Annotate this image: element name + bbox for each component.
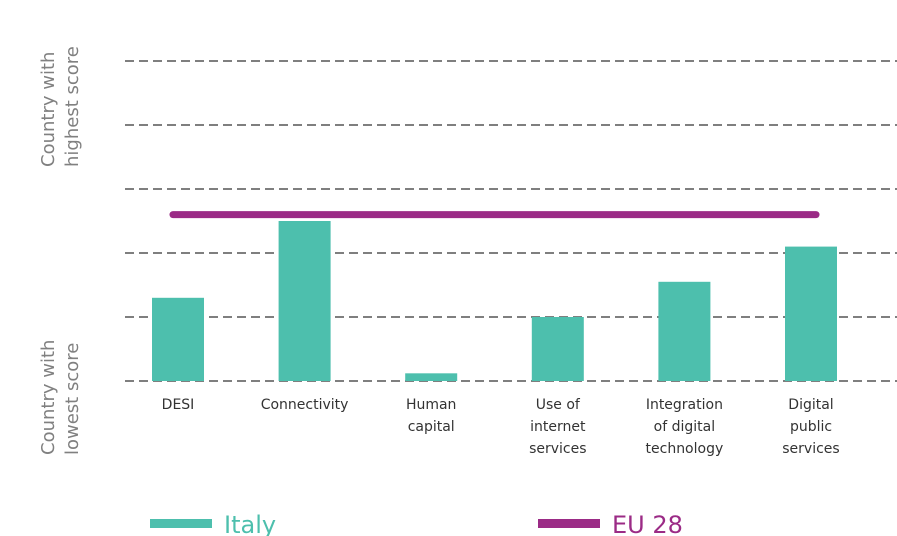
legend-swatch-italy xyxy=(150,519,212,528)
x-tick-label-line: internet xyxy=(530,419,586,435)
bar xyxy=(531,317,584,381)
x-tick-label-line: capital xyxy=(408,419,455,435)
x-tick-label-line: Integration xyxy=(646,397,723,413)
y-label-bottom-line2: lowest score xyxy=(62,343,83,455)
x-tick-label-line: Human xyxy=(406,397,457,413)
legend-label-eu28: EU 28 xyxy=(612,511,683,536)
bar xyxy=(152,297,204,381)
x-tick-label-line: Use of xyxy=(536,397,581,413)
x-tick-label-line: DESI xyxy=(162,397,195,413)
x-tick-label-line: Digital xyxy=(788,397,833,413)
y-label-top: Country with highest score xyxy=(38,46,83,167)
bar xyxy=(658,281,711,381)
legend-swatch-eu28 xyxy=(538,519,600,528)
legend-label-italy: Italy xyxy=(224,511,276,536)
x-tick-label: Use of internet services xyxy=(529,397,586,457)
bar xyxy=(405,373,458,381)
bar xyxy=(785,246,837,381)
x-tick-label-line: services xyxy=(529,441,586,457)
x-tick-label-line: Connectivity xyxy=(261,397,349,413)
bars xyxy=(152,221,837,381)
y-label-bottom: Country with lowest score xyxy=(38,334,83,455)
y-label-top-line1: Country with xyxy=(38,52,59,167)
x-tick-label-line: technology xyxy=(646,441,724,457)
bar xyxy=(278,221,331,381)
legend: Italy EU 28 xyxy=(150,511,683,536)
x-tick-label: Human capital xyxy=(406,397,457,435)
gridlines xyxy=(125,60,897,382)
x-tick-label: Digital public services xyxy=(782,397,839,457)
y-label-top-line2: highest score xyxy=(62,46,83,167)
x-tick-label-line: services xyxy=(782,441,839,457)
y-label-bottom-line1: Country with xyxy=(38,340,59,455)
x-tick-label: DESI xyxy=(162,397,195,413)
x-tick-label-line: public xyxy=(790,419,832,435)
x-tick-label: Connectivity xyxy=(261,397,349,413)
x-tick-label: Integration of digital technology xyxy=(646,397,724,457)
x-tick-label-line: of digital xyxy=(654,419,715,435)
x-axis-labels: DESI Connectivity Human capital Use of intern… xyxy=(162,397,840,457)
